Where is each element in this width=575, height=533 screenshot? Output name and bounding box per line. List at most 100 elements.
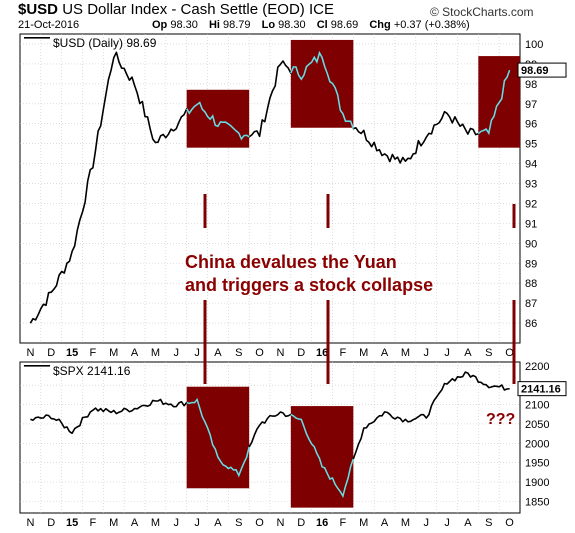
usd-y-tick-label: 91 [525,218,537,230]
usd-y-tick-label: 97 [525,99,537,111]
x-tick-label: S [235,517,242,529]
x-tick-label: N [26,347,34,359]
x-tick-label: O [505,347,514,359]
open-label: Op [152,19,168,31]
close-label: Cl [316,19,328,31]
x-tick-label: O [255,347,264,359]
x-tick-label: A [131,347,139,359]
exchange-label: ICE [308,1,334,18]
x-tick-label: N [276,347,284,359]
usd-y-tick-label: 95 [525,139,537,151]
x-tick-label: S [485,517,492,529]
usd-legend-label: $USD (Daily) 98.69 [53,36,157,50]
spx-series-line [30,371,510,497]
usd-highlight-line [477,69,511,136]
usd-highlight-line [290,50,355,129]
usd-y-tick-label: 96 [525,119,537,131]
usd-y-tick-label: 88 [525,278,537,290]
spx-y-tick-label: 2000 [525,438,549,450]
spx-y-tick-label: 2100 [525,400,549,412]
annotation-line-1: China devalues the Yuan [185,252,397,272]
x-tick-label: F [340,347,347,359]
usd-y-tick-label: 86 [525,318,537,330]
usd-y-tick-label: 90 [525,238,537,250]
x-tick-label: M [151,347,160,359]
x-tick-label: J [424,517,430,529]
x-tick-label: D [47,347,55,359]
x-tick-label: S [485,347,492,359]
x-tick-label: F [90,347,97,359]
high-label: Hi [208,19,220,31]
x-tick-label: J [174,517,180,529]
annotation-line-2: and triggers a stock collapse [185,275,433,295]
x-tick-label: D [297,347,305,359]
ohlc-summary: Op 98.30 Hi 98.79 Lo 98.30 Cl 98.69 Chg … [152,19,470,31]
spx-x-axis: N D 15 F M A M J J A S O N D 16 F M A M J J A S O [26,517,514,529]
usd-y-tick-label: 87 [525,298,537,310]
x-tick-label: D [297,517,305,529]
x-tick-label: J [444,347,450,359]
x-tick-label: A [464,347,472,359]
low-label: Lo [261,19,276,31]
close-value: 98.69 [330,19,359,31]
usd-y-tick-label: 94 [525,159,537,171]
change-label: Chg [369,19,391,31]
x-tick-label: M [359,517,368,529]
usd-y-tick-label: 89 [525,258,537,270]
high-value: 98.79 [223,19,251,31]
x-tick-label: M [109,517,118,529]
spx-legend-label: $SPX 2141.16 [53,364,131,378]
spx-highlight-line [186,397,250,478]
x-tick-label: J [444,517,450,529]
usd-series-line [29,51,511,324]
x-tick-label: 16 [316,347,328,359]
usd-panel-frame [19,33,521,344]
x-tick-label: O [255,517,264,529]
x-tick-label: J [174,347,180,359]
instrument-name: US Dollar Index - Cash Settle (EOD) [62,1,305,18]
symbol-label: $USD [18,1,59,18]
date-label: 21-Oct-2016 [18,19,80,31]
x-tick-label: D [47,517,55,529]
spx-highlight-box [290,406,354,508]
spx-legend-swatch [24,365,50,367]
x-tick-label: N [276,517,284,529]
x-tick-label: O [505,517,514,529]
spx-last-value-box [517,381,567,397]
change-value: +0.37 (+0.38%) [393,19,470,31]
spx-highlight-box [186,386,250,489]
x-tick-label: 16 [316,517,328,529]
annotation-question: ??? [486,411,515,428]
low-value: 98.30 [278,19,306,31]
open-value: 98.30 [170,19,198,31]
usd-highlight-line [186,101,250,141]
x-tick-label: F [90,517,97,529]
x-tick-label: M [401,347,410,359]
stockcharts-brand: © StockCharts.com [430,5,534,19]
usd-x-axis: N D 15 F M A M J J A S O N D 16 F M A M J J A S O [26,347,514,359]
spx-y-tick-label: 2050 [525,419,549,431]
x-tick-label: J [194,347,200,359]
x-tick-label: J [194,517,200,529]
usd-y-tick-label: 98 [525,79,537,91]
spx-y-tick-label: 2200 [525,361,549,373]
usd-y-tick-label: 100 [525,39,543,51]
x-tick-label: A [214,347,222,359]
x-tick-label: N [26,517,34,529]
x-tick-label: F [340,517,347,529]
usd-y-tick-label: 92 [525,198,537,210]
spx-y-tick-label: 1950 [525,458,549,470]
spx-y-tick-label: 1900 [525,477,549,489]
x-tick-label: M [401,517,410,529]
x-tick-label: A [381,347,389,359]
x-tick-label: M [359,347,368,359]
x-tick-label: A [381,517,389,529]
usd-legend-swatch [24,37,50,39]
spx-last-value-label: 2141.16 [521,384,561,396]
x-tick-label: 15 [66,347,78,359]
x-tick-label: J [424,347,430,359]
x-tick-label: 15 [66,517,78,529]
spx-highlight-line [290,413,355,499]
